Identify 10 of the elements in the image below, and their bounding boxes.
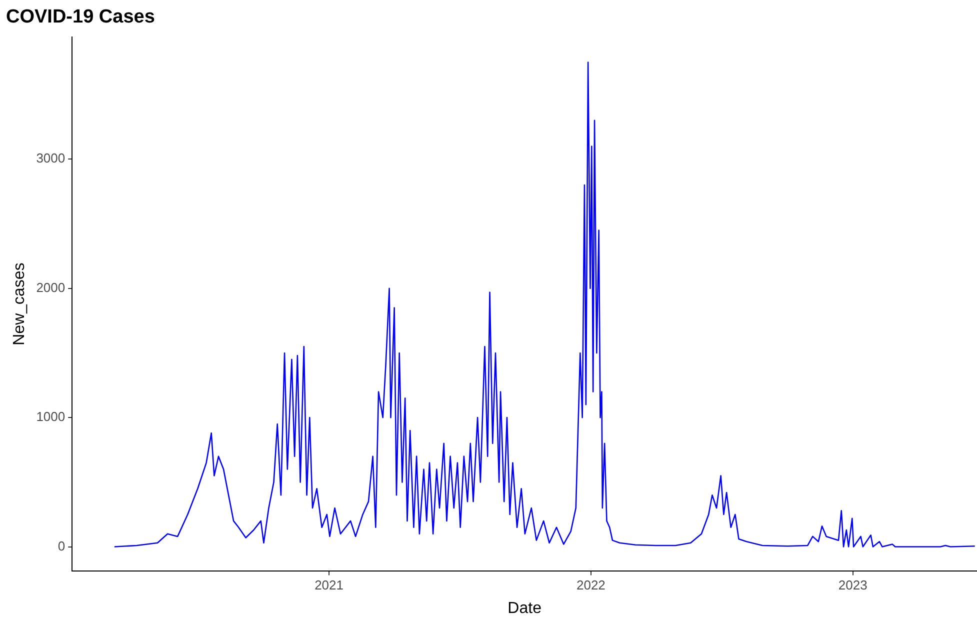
- x-tick-label: 2022: [576, 578, 606, 593]
- y-tick-label: 3000: [36, 150, 66, 166]
- y-tick-label: 0: [58, 538, 66, 554]
- x-tick-label: 2021: [314, 578, 344, 593]
- y-tick-label: 2000: [36, 280, 66, 295]
- chart-title: COVID-19 Cases: [6, 6, 155, 28]
- x-axis-title: Date: [508, 600, 542, 617]
- y-tick-label: 1000: [36, 409, 66, 424]
- x-tick-label: 2023: [838, 578, 868, 593]
- y-axis-title: New_cases: [11, 262, 28, 346]
